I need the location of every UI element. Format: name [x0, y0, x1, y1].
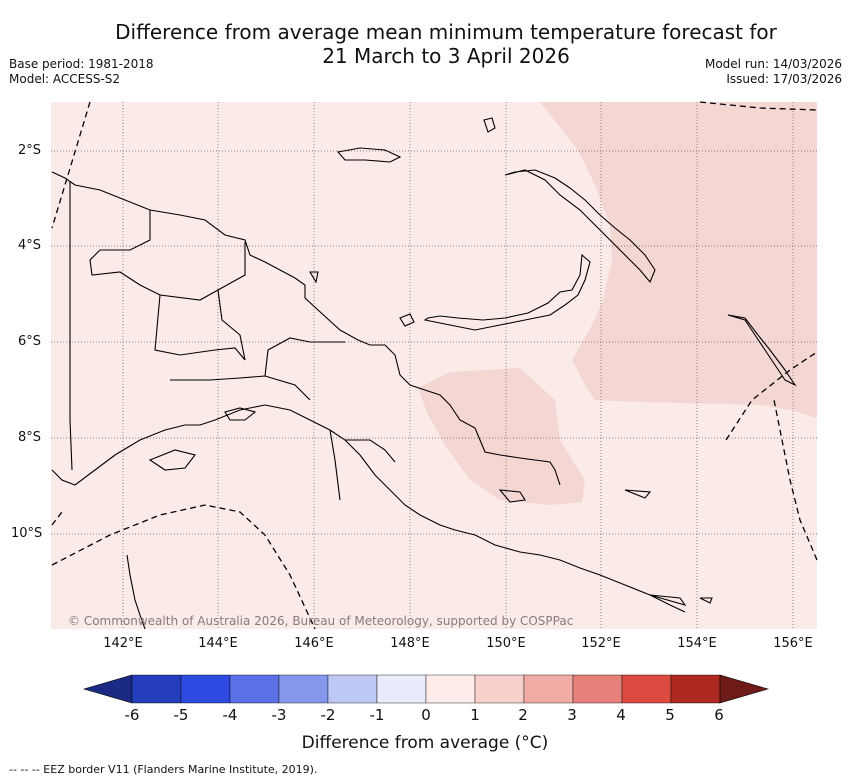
title-line-1: Difference from average mean minimum tem… — [115, 20, 777, 44]
colorbar-swatch — [572, 674, 623, 704]
colorbar-swatch — [523, 674, 574, 704]
colorbar-label: -5 — [173, 706, 189, 724]
colorbar-swatch — [327, 674, 378, 704]
warm-anomaly-east — [540, 102, 817, 418]
lon-tick-148e: 148°E — [390, 636, 430, 651]
lat-tick-2s: 2°S — [18, 143, 42, 158]
colorbar-swatch — [131, 674, 182, 704]
colorbar-label: 3 — [567, 706, 577, 724]
colorbar-label: 0 — [421, 706, 431, 724]
colorbar-extend-high — [719, 674, 770, 704]
colorbar-swatch — [180, 674, 231, 704]
colorbar-swatch — [376, 674, 427, 704]
eez-footnote: -- -- -- EEZ border V11 (Flanders Marine… — [9, 763, 318, 776]
graticule — [51, 102, 817, 629]
lon-tick-144e: 144°E — [198, 636, 238, 651]
lat-tick-10s: 10°S — [11, 526, 43, 541]
lon-tick-152e: 152°E — [581, 636, 621, 651]
title-line-2: 21 March to 3 April 2026 — [322, 44, 570, 68]
meta-right: Model run: 14/03/2026 Issued: 17/03/2026 — [705, 57, 842, 87]
colorbar-label: -4 — [222, 706, 238, 724]
lon-tick-154e: 154°E — [677, 636, 717, 651]
colorbar-extend-low — [82, 674, 133, 704]
colorbar-label: 1 — [470, 706, 480, 724]
model-name: Model: ACCESS-S2 — [9, 72, 121, 86]
colorbar-label: -1 — [369, 706, 385, 724]
colorbar-label: -6 — [124, 706, 140, 724]
colorbar-label: 6 — [714, 706, 724, 724]
colorbar-label: 5 — [665, 706, 675, 724]
warm-anomaly-central — [418, 368, 585, 505]
colorbar-swatch — [670, 674, 721, 704]
coastlines — [51, 117, 797, 630]
lat-tick-4s: 4°S — [18, 238, 42, 253]
colorbar-swatch — [229, 674, 280, 704]
lon-tick-156e: 156°E — [773, 636, 813, 651]
map-credit: © Commonwealth of Australia 2026, Bureau… — [68, 614, 574, 628]
colorbar-label: 4 — [616, 706, 626, 724]
lon-tick-146e: 146°E — [294, 636, 334, 651]
model-run: Model run: 14/03/2026 — [704, 57, 842, 71]
colorbar-label: -3 — [271, 706, 287, 724]
meta-left: Base period: 1981-2018 Model: ACCESS-S2 — [9, 57, 154, 87]
map-title: Difference from average mean minimum tem… — [0, 20, 850, 68]
lat-tick-8s: 8°S — [18, 430, 42, 445]
colorbar-swatch — [425, 674, 476, 704]
colorbar-swatch — [621, 674, 672, 704]
lon-tick-142e: 142°E — [103, 636, 143, 651]
lon-tick-150e: 150°E — [486, 636, 526, 651]
colorbar-label: 2 — [518, 706, 528, 724]
issued-date: Issued: 17/03/2026 — [726, 72, 842, 86]
eez-borders — [51, 101, 818, 630]
base-period: Base period: 1981-2018 — [9, 57, 154, 71]
colorbar-swatch — [474, 674, 525, 704]
lat-tick-6s: 6°S — [18, 334, 42, 349]
colorbar — [82, 674, 770, 704]
colorbar-swatch — [278, 674, 329, 704]
colorbar-label: -2 — [320, 706, 336, 724]
colorbar-title: Difference from average (°C) — [301, 733, 549, 753]
